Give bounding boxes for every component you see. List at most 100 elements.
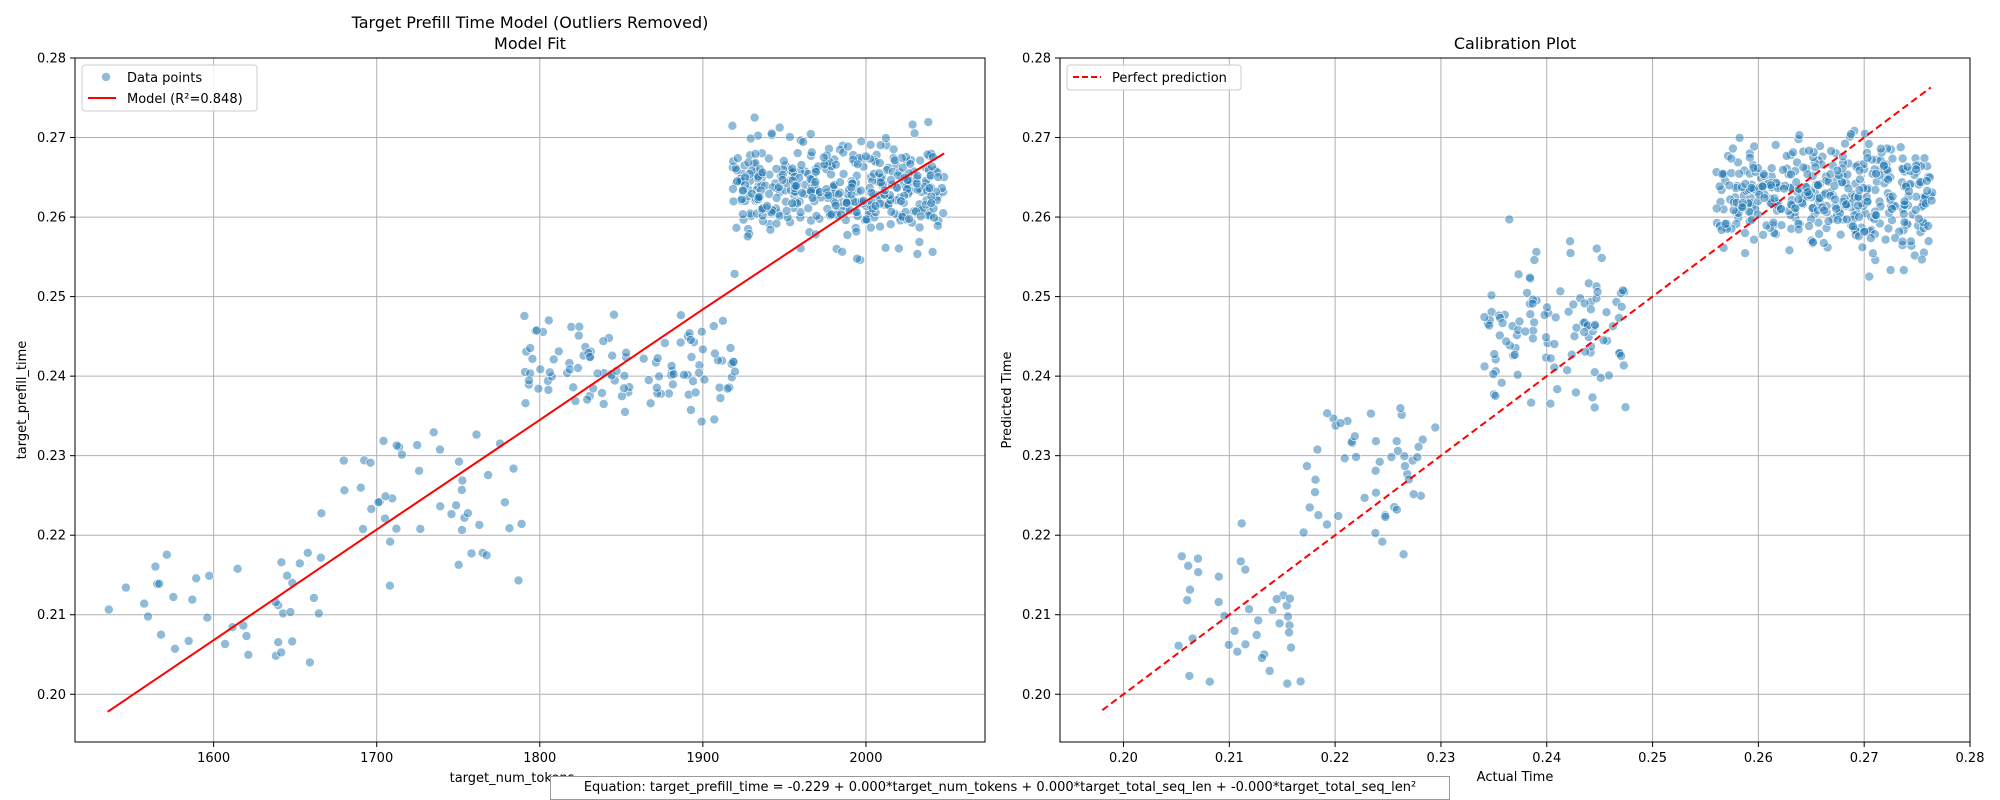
data-point — [652, 353, 663, 364]
data-point — [715, 393, 726, 403]
data-point — [1257, 653, 1267, 663]
data-point — [654, 371, 664, 382]
data-point — [1545, 398, 1556, 409]
data-point — [803, 203, 814, 214]
data-point — [1184, 671, 1195, 681]
data-point — [1776, 220, 1787, 230]
data-point — [1304, 502, 1315, 513]
data-point — [1489, 349, 1500, 359]
data-point — [1726, 168, 1737, 178]
data-point — [714, 382, 725, 393]
data-point — [1531, 247, 1542, 257]
model-fit-line — [107, 152, 945, 713]
data-point — [787, 198, 798, 209]
x-tick-label: 1700 — [360, 751, 393, 766]
y-tick-label: 0.22 — [37, 529, 66, 544]
data-point — [732, 176, 743, 187]
data-point — [888, 144, 899, 155]
data-point — [686, 352, 697, 362]
data-point — [889, 155, 900, 166]
legend-data-points-marker — [101, 72, 111, 82]
data-point — [749, 112, 760, 123]
data-point — [757, 167, 768, 178]
data-point — [1213, 597, 1224, 607]
data-point — [914, 222, 925, 233]
data-point — [1579, 327, 1589, 337]
data-point — [1793, 224, 1804, 235]
data-point — [638, 353, 649, 364]
data-point — [915, 155, 925, 166]
data-point — [1240, 639, 1251, 650]
data-point — [1298, 527, 1309, 538]
calibration-title: Calibration Plot — [1454, 34, 1576, 53]
data-point — [1740, 228, 1750, 238]
data-point — [1790, 203, 1801, 214]
data-point — [1745, 152, 1755, 163]
data-point — [1563, 306, 1574, 317]
data-point — [763, 153, 774, 164]
data-point — [851, 226, 862, 237]
y-tick-label: 0.20 — [1022, 688, 1051, 703]
data-point — [1512, 369, 1523, 380]
data-point — [1871, 210, 1881, 221]
data-point — [1768, 217, 1779, 228]
data-point — [1264, 666, 1275, 676]
data-point — [699, 374, 710, 385]
data-point — [881, 133, 891, 143]
data-point — [1541, 332, 1551, 343]
data-point — [1412, 452, 1423, 463]
data-point — [1592, 287, 1603, 297]
data-point — [1528, 333, 1538, 344]
data-point — [666, 361, 677, 371]
data-point — [366, 504, 377, 514]
data-point — [645, 398, 656, 409]
data-point — [525, 343, 536, 353]
data-point — [886, 175, 896, 185]
data-point — [1510, 350, 1520, 360]
data-point — [905, 159, 916, 169]
model-fit-data-points — [104, 112, 949, 668]
y-tick-label: 0.25 — [37, 290, 66, 305]
data-point — [1854, 165, 1865, 176]
data-point — [1854, 185, 1865, 195]
data-point — [1728, 143, 1738, 154]
data-point — [170, 643, 180, 654]
x-tick-label: 2000 — [849, 751, 882, 766]
data-point — [1430, 422, 1441, 433]
data-point — [305, 657, 315, 668]
data-point — [544, 367, 555, 378]
data-point — [1766, 180, 1776, 190]
data-point — [1919, 153, 1930, 163]
data-point — [1224, 639, 1234, 650]
legend-perfect-label: Perfect prediction — [1112, 71, 1227, 86]
data-point — [688, 376, 698, 387]
data-point — [1366, 408, 1376, 419]
data-point — [1897, 153, 1908, 164]
data-point — [927, 247, 938, 257]
data-point — [1734, 169, 1744, 179]
data-point — [1862, 153, 1873, 163]
data-point — [894, 243, 904, 254]
data-point — [287, 636, 298, 647]
data-point — [168, 592, 179, 602]
data-point — [535, 364, 546, 375]
calibration-line-layer — [1101, 86, 1932, 711]
data-point — [1393, 446, 1403, 456]
data-point — [1791, 177, 1802, 187]
data-point — [771, 193, 782, 203]
data-point — [309, 593, 319, 603]
model-fit-subtitle: Model Fit — [494, 34, 566, 53]
x-tick-label: 0.21 — [1215, 751, 1244, 766]
data-point — [1496, 377, 1507, 388]
x-tick-label: 0.28 — [1956, 751, 1985, 766]
y-tick-label: 0.20 — [37, 688, 66, 703]
data-point — [1794, 130, 1805, 140]
data-point — [727, 121, 738, 131]
data-point — [798, 137, 809, 147]
data-point — [1798, 162, 1809, 173]
data-point — [302, 547, 313, 558]
data-point — [1205, 676, 1215, 687]
data-point — [316, 508, 327, 519]
data-point — [652, 382, 662, 393]
data-point — [428, 427, 439, 438]
